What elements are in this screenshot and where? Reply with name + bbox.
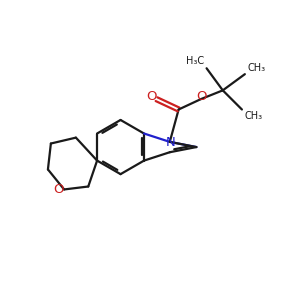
Text: N: N (166, 136, 175, 149)
Text: O: O (54, 183, 64, 196)
Text: CH₃: CH₃ (247, 63, 265, 73)
Text: O: O (196, 90, 206, 103)
Text: O: O (146, 90, 157, 103)
Text: H₃C: H₃C (186, 56, 204, 66)
Text: CH₃: CH₃ (244, 111, 262, 121)
